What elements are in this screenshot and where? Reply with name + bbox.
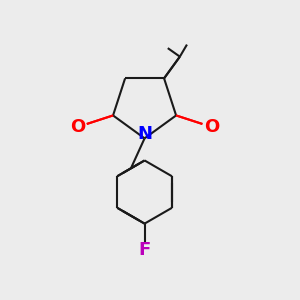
Text: F: F: [139, 242, 151, 260]
Text: N: N: [137, 125, 152, 143]
Text: O: O: [204, 118, 219, 136]
Text: O: O: [70, 118, 85, 136]
